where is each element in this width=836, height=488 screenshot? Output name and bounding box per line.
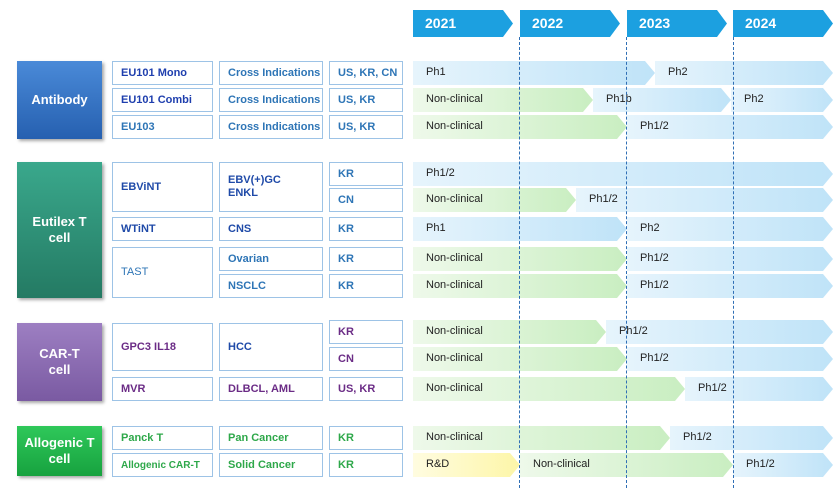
stage-bar-nonclinical: Non-clinical	[413, 247, 627, 271]
stage-label: Ph1	[426, 66, 446, 78]
stage-label: Non-clinical	[426, 193, 483, 205]
stage-bar-clinical: Ph2	[627, 217, 833, 241]
stage-label: Ph1/2	[698, 382, 727, 394]
drug-cell: Panck T	[112, 426, 213, 450]
stage-label: Ph1/2	[640, 279, 669, 291]
category-eutilex-t-cell: Eutilex T cell	[17, 162, 102, 298]
indication-cell: EBV(+)GC ENKL	[219, 162, 323, 212]
stage-label: Ph1/2	[640, 352, 669, 364]
region-cell: KR	[329, 426, 403, 450]
year-divider-line	[626, 37, 627, 488]
region-cell: US, KR	[329, 115, 403, 139]
stage-bar-clinical: Ph1	[413, 217, 627, 241]
indication-cell: NSCLC	[219, 274, 323, 298]
stage-label: Ph1/2	[683, 431, 712, 443]
stage-label: Ph1b	[606, 93, 632, 105]
stage-bar-clinical: Ph1/2	[576, 188, 833, 212]
year-header-2023: 2023	[627, 10, 727, 37]
year-divider-line	[733, 37, 734, 488]
drug-cell: EBViNT	[112, 162, 213, 212]
indication-cell: Cross Indications	[219, 61, 323, 85]
stage-bar-rnd: R&D	[413, 453, 520, 477]
stage-bar-clinical: Ph1/2	[627, 347, 833, 371]
drug-cell: GPC3 IL18	[112, 323, 213, 371]
indication-cell: HCC	[219, 323, 323, 371]
stage-bar-clinical: Ph1/2	[627, 274, 833, 298]
drug-cell: Allogenic CAR-T	[112, 453, 213, 477]
stage-label: Ph2	[640, 222, 660, 234]
stage-bar-clinical: Ph1/2	[606, 320, 833, 344]
region-cell: KR	[329, 274, 403, 298]
indication-cell: CNS	[219, 217, 323, 241]
region-cell: KR	[329, 320, 403, 344]
year-header-2022: 2022	[520, 10, 620, 37]
region-cell: KR	[329, 247, 403, 271]
category-antibody: Antibody	[17, 61, 102, 139]
stage-bar-nonclinical: Non-clinical	[413, 274, 627, 298]
stage-label: Non-clinical	[426, 325, 483, 337]
stage-bar-clinical: Ph1/2	[413, 162, 833, 186]
region-cell: KR	[329, 162, 403, 186]
region-cell: US, KR	[329, 377, 403, 401]
stage-label: Ph1/2	[746, 458, 775, 470]
stage-label: R&D	[426, 458, 450, 470]
stage-bar-nonclinical: Non-clinical	[413, 88, 593, 112]
stage-bar-clinical: Ph1	[413, 61, 655, 85]
indication-cell: Cross Indications	[219, 115, 323, 139]
stage-label: Ph1/2	[619, 325, 648, 337]
stage-label: Ph2	[668, 66, 688, 78]
stage-bar-clinical: Ph1b	[593, 88, 731, 112]
year-divider-line	[519, 37, 520, 488]
drug-cell: TAST	[112, 247, 213, 298]
stage-bar-nonclinical: Non-clinical	[413, 347, 627, 371]
region-cell: KR	[329, 217, 403, 241]
stage-label: Non-clinical	[426, 93, 483, 105]
stage-label: Ph1	[426, 222, 446, 234]
stage-bar-nonclinical: Non-clinical	[413, 377, 685, 401]
stage-label: Ph1/2	[640, 252, 669, 264]
stage-label: Non-clinical	[426, 382, 483, 394]
stage-bar-nonclinical: Non-clinical	[413, 426, 670, 450]
stage-label: Non-clinical	[426, 120, 483, 132]
stage-bar-clinical: Ph1/2	[627, 115, 833, 139]
region-cell: US, KR, CN	[329, 61, 403, 85]
indication-cell: Cross Indications	[219, 88, 323, 112]
indication-cell: Solid Cancer	[219, 453, 323, 477]
stage-bar-clinical: Ph1/2	[670, 426, 833, 450]
category-car-t-cell: CAR-T cell	[17, 323, 102, 401]
stage-label: Non-clinical	[426, 352, 483, 364]
stage-bar-nonclinical: Non-clinical	[413, 115, 627, 139]
stage-label: Non-clinical	[426, 431, 483, 443]
stage-bar-clinical: Ph2	[655, 61, 833, 85]
drug-cell: EU103	[112, 115, 213, 139]
region-cell: US, KR	[329, 88, 403, 112]
year-header-2024: 2024	[733, 10, 833, 37]
stage-bar-clinical: Ph1/2	[685, 377, 833, 401]
drug-cell: EU101 Combi	[112, 88, 213, 112]
region-cell: CN	[329, 347, 403, 371]
stage-bar-nonclinical: Non-clinical	[413, 188, 576, 212]
indication-cell: DLBCL, AML	[219, 377, 323, 401]
drug-cell: MVR	[112, 377, 213, 401]
stage-label: Non-clinical	[426, 252, 483, 264]
indication-cell: Ovarian	[219, 247, 323, 271]
stage-label: Non-clinical	[426, 279, 483, 291]
indication-cell: Pan Cancer	[219, 426, 323, 450]
drug-cell: WTiNT	[112, 217, 213, 241]
stage-bar-clinical: Ph2	[731, 88, 833, 112]
stage-label: Ph2	[744, 93, 764, 105]
stage-bar-clinical: Ph1/2	[627, 247, 833, 271]
region-cell: CN	[329, 188, 403, 212]
stage-label: Non-clinical	[533, 458, 590, 470]
region-cell: KR	[329, 453, 403, 477]
drug-cell: EU101 Mono	[112, 61, 213, 85]
stage-label: Ph1/2	[640, 120, 669, 132]
stage-bar-nonclinical: Non-clinical	[413, 320, 606, 344]
stage-label: Ph1/2	[589, 193, 618, 205]
stage-label: Ph1/2	[426, 167, 455, 179]
year-header-2021: 2021	[413, 10, 513, 37]
stage-bar-clinical: Ph1/2	[733, 453, 833, 477]
category-allogenic-t-cell: Allogenic T cell	[17, 426, 102, 476]
